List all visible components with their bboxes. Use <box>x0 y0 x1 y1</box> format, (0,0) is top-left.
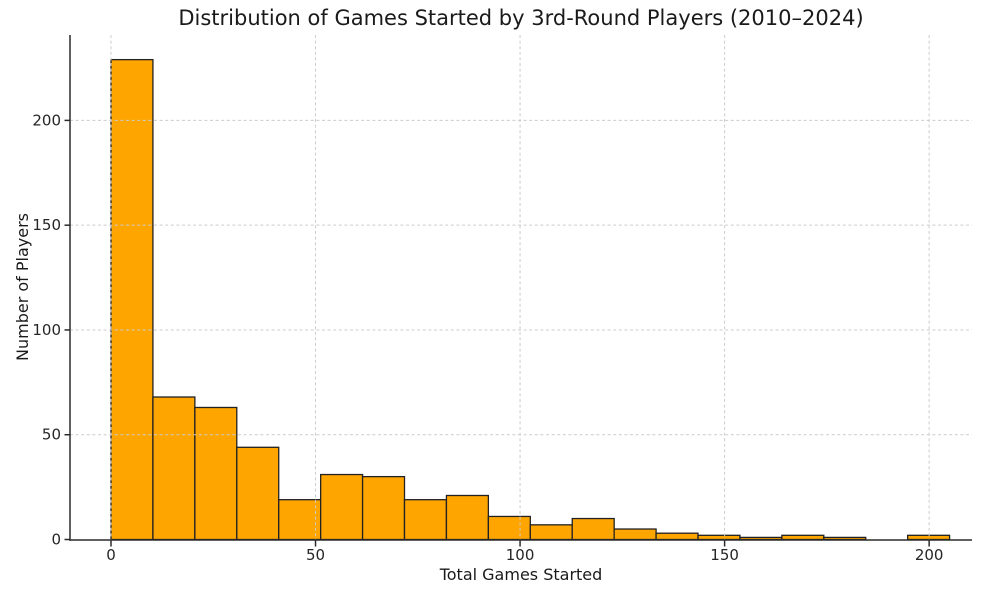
histogram-bar <box>907 534 951 541</box>
y-tick-labels: 0 50 100 150 200 <box>32 111 70 549</box>
x-axis-label: Total Games Started <box>439 565 603 584</box>
histogram-bar <box>571 517 615 541</box>
y-tick-label: 100 <box>32 321 61 339</box>
x-tick-labels: 0 50 100 150 200 <box>106 540 943 564</box>
histogram-bar <box>403 499 448 541</box>
histogram-bar <box>110 58 154 541</box>
y-axis-label: Number of Players <box>13 213 32 361</box>
x-tick-label: 50 <box>306 546 325 564</box>
histogram-bar <box>823 536 867 541</box>
histogram-bar <box>445 494 490 541</box>
histogram-bar <box>319 473 364 541</box>
y-tick-label: 0 <box>51 531 61 549</box>
y-tick-label: 150 <box>32 216 61 234</box>
histogram-bars <box>110 58 951 541</box>
histogram-bar <box>613 528 657 541</box>
x-tick-label: 100 <box>506 546 535 564</box>
x-tick-label: 0 <box>106 546 116 564</box>
x-tick-label: 200 <box>915 546 944 564</box>
histogram-bar <box>194 406 238 541</box>
histogram-bar <box>152 396 196 541</box>
histogram-bar <box>278 499 322 541</box>
histogram-bar <box>487 515 531 541</box>
histogram-bar <box>236 446 280 541</box>
histogram-bar <box>781 534 825 541</box>
chart-title: Distribution of Games Started by 3rd-Rou… <box>178 6 863 30</box>
histogram-bar <box>655 532 699 541</box>
histogram-bar <box>361 475 406 541</box>
histogram-bar <box>529 524 573 541</box>
histogram-bar <box>739 536 783 541</box>
gridlines <box>70 35 972 540</box>
histogram-bar <box>697 534 741 541</box>
y-tick-label: 50 <box>42 426 61 444</box>
x-tick-label: 150 <box>710 546 739 564</box>
y-tick-label: 200 <box>32 111 61 129</box>
